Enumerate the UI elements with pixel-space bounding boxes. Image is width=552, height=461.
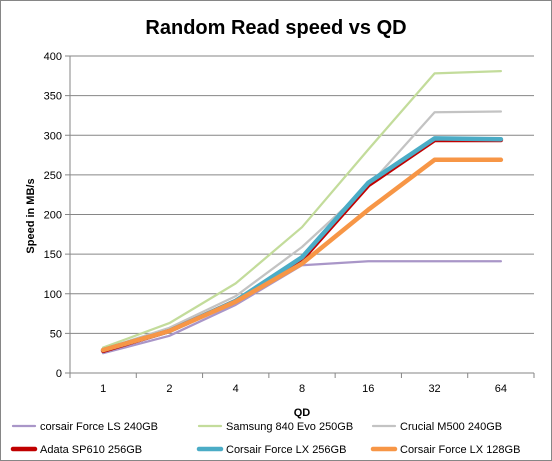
legend-label: Crucial M500 240GB: [400, 421, 502, 433]
series-lines: [100, 69, 504, 355]
y-tick-label: 350: [44, 91, 62, 103]
legend-label: Adata SP610 256GB: [40, 444, 142, 456]
y-tick-label: 300: [44, 130, 62, 142]
y-tick-label: 50: [50, 328, 62, 340]
legend-label: Corsair Force LX 256GB: [226, 444, 346, 456]
gridlines: [65, 55, 534, 374]
legend-label: Samsung 840 Evo 250GB: [226, 421, 353, 433]
x-tick-label: 64: [495, 383, 507, 395]
series-line-1: [101, 69, 503, 349]
axes: [69, 56, 535, 378]
y-tick-label: 0: [56, 368, 62, 380]
x-tick-label: 1: [100, 383, 106, 395]
x-tick-label: 16: [362, 383, 374, 395]
x-tick-label: 2: [166, 383, 172, 395]
series-line-4: [100, 136, 504, 353]
x-tick-label: 4: [233, 383, 239, 395]
series-line-2: [101, 110, 503, 351]
y-tick-labels: 0 50 100 150 200 250 300 350 400: [44, 51, 62, 380]
y-tick-label: 150: [44, 249, 62, 261]
x-axis-title: QD: [294, 407, 311, 419]
y-tick-label: 250: [44, 170, 62, 182]
y-tick-label: 100: [44, 289, 62, 301]
series-line-5: [100, 157, 504, 353]
x-tick-label: 32: [428, 383, 440, 395]
chart-title: Random Read speed vs QD: [145, 17, 406, 39]
y-tick-label: 400: [44, 51, 62, 63]
series-line-0: [101, 260, 503, 355]
y-axis-title: Speed in MB/s: [25, 178, 37, 253]
series-line-3: [100, 137, 504, 354]
legend: corsair Force LS 240GB Samsung 840 Evo 25…: [10, 421, 520, 456]
legend-label: Corsair Force LX 128GB: [400, 444, 520, 456]
legend-label: corsair Force LS 240GB: [40, 421, 158, 433]
x-tick-labels: 1 2 4 8 16 32 64: [100, 383, 507, 395]
y-tick-label: 200: [44, 210, 62, 222]
x-tick-label: 8: [299, 383, 305, 395]
